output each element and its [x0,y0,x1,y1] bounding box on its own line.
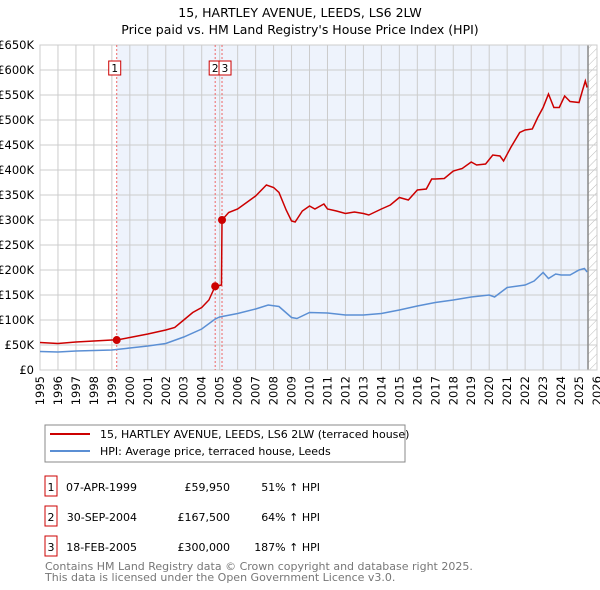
x-tick-label: 2023 [536,376,550,405]
y-tick-label: £250K [0,238,34,252]
footer-line-2: This data is licensed under the Open Gov… [44,571,395,584]
x-tick-label: 2000 [123,376,137,405]
y-tick-label: £650K [0,38,34,52]
row-number: 3 [48,541,55,554]
x-tick-label: 2002 [159,376,173,405]
hpi-change: 64% ↑ HPI [261,511,320,524]
x-tick-label: 2001 [141,376,155,405]
row-number-box [44,505,58,527]
hpi-change: 187% ↑ HPI [254,541,320,554]
x-tick-label: 2024 [554,376,568,405]
sale-price: £167,500 [178,511,231,524]
legend: 15, HARTLEY AVENUE, LEEDS, LS6 2LW (terr… [44,424,409,463]
row-number-box [44,475,58,497]
x-tick-label: 2008 [267,376,281,405]
sale-marker-label: 3 [222,63,229,75]
x-tick-label: 1997 [69,376,83,405]
x-tick-label: 2010 [303,376,317,405]
y-tick-label: £350K [0,188,34,202]
chart-subtitle: Price paid vs. HM Land Registry's House … [121,22,478,37]
chart-title: 15, HARTLEY AVENUE, LEEDS, LS6 2LW [178,5,421,20]
sale-marker-box-1 [108,60,122,76]
x-tick-label: 2022 [518,376,532,405]
sale-date: 18-FEB-2005 [66,541,137,554]
sale-marker-label: 2 [212,63,219,75]
sale-marker-label: 1 [111,63,118,75]
sale-date: 07-APR-1999 [66,481,137,494]
y-tick-label: £150K [0,288,34,302]
sale-point-2 [211,282,220,291]
x-tick-label: 2009 [285,376,299,405]
y-tick-label: £400K [0,163,34,177]
x-tick-label: 2026 [590,376,600,405]
sale-price: £59,950 [185,481,231,494]
row-number: 2 [48,511,55,524]
forecast-hatch [588,45,597,370]
y-tick-label: £500K [0,113,34,127]
sale-marker-box-3 [218,60,232,76]
x-tick-label: 1998 [87,376,101,405]
x-tick-label: 2020 [482,376,496,405]
row-number: 1 [48,481,55,494]
y-tick-label: £550K [0,88,34,102]
y-tick-label: £600K [0,63,34,77]
x-tick-label: 2025 [572,376,586,405]
y-tick-label: £100K [0,313,34,327]
y-tick-label: £0 [19,363,34,377]
ownership-shade [116,45,589,370]
row-number-box [44,535,58,557]
sale-date: 30-SEP-2004 [67,511,137,524]
x-tick-label: 2018 [446,376,460,405]
x-tick-label: 2003 [177,376,191,405]
x-tick-label: 1999 [105,376,119,405]
x-tick-label: 1996 [51,376,65,405]
legend-property: 15, HARTLEY AVENUE, LEEDS, LS6 2LW (terr… [100,428,409,441]
x-tick-label: 2012 [338,376,352,405]
plot-border [39,44,598,371]
x-tick-label: 2005 [213,376,227,405]
sales-table: 1 07-APR-1999 £59,950 51% ↑ HPI 2 30-SEP-2004… [44,475,320,557]
hpi-change: 51% ↑ HPI [261,481,320,494]
x-tick-label: 2006 [231,376,245,405]
x-tick-label: 2016 [410,376,424,405]
sale-price: £300,000 [178,541,231,554]
x-tick-label: 2007 [249,376,263,405]
x-tick-label: 2011 [320,376,334,405]
y-tick-label: £50K [5,338,35,352]
y-tick-label: £300K [0,213,34,227]
sale-point-3 [218,216,227,224]
x-tick-label: 2013 [356,376,370,405]
x-tick-label: 2019 [464,376,478,405]
y-tick-label: £200K [0,263,34,277]
sale-point-1 [112,336,121,345]
legend-hpi: HPI: Average price, terraced house, Leed… [100,445,331,458]
hpi-line [39,267,588,353]
property-price-line [39,78,588,345]
x-tick-label: 2004 [195,376,209,405]
x-tick-label: 2015 [392,376,406,405]
y-tick-label: £450K [0,138,34,152]
x-tick-label: 2014 [374,376,388,405]
x-tick-label: 1995 [33,376,47,405]
footer-line-1: Contains HM Land Registry data © Crown c… [45,560,473,573]
x-tick-label: 2021 [500,376,514,405]
x-tick-label: 2017 [428,376,442,405]
